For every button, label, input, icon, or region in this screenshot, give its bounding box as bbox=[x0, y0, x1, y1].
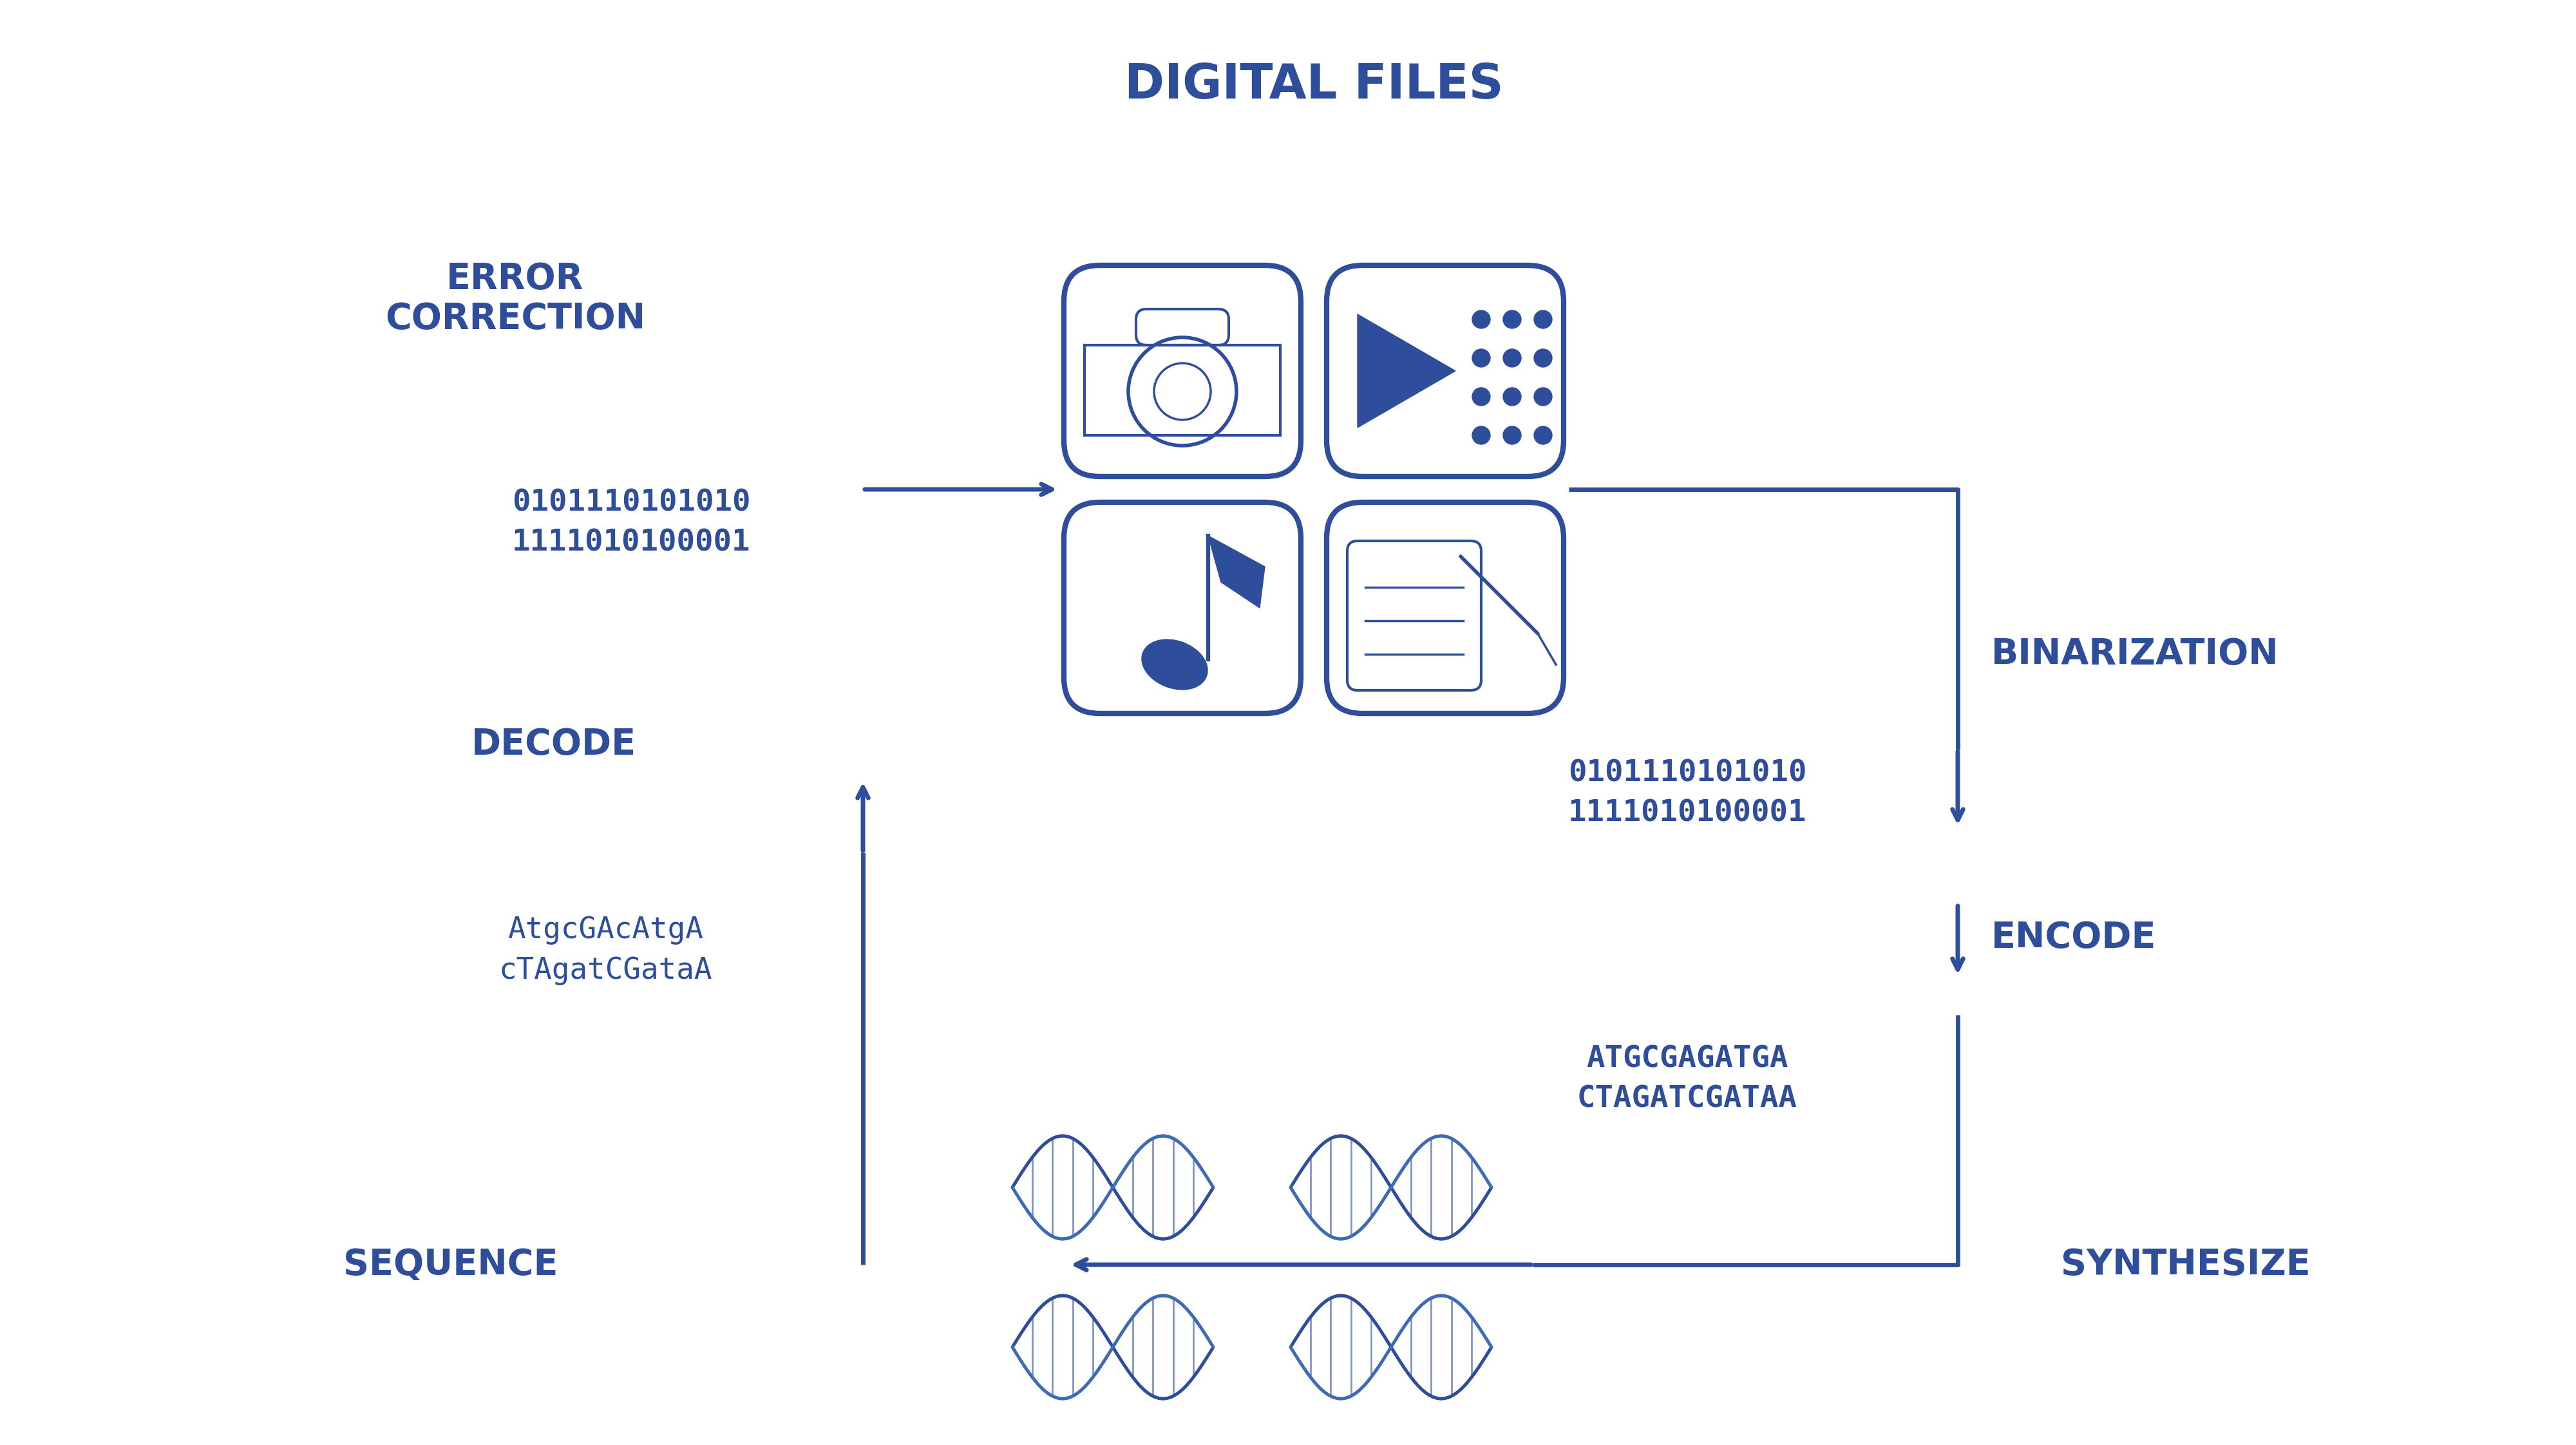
Text: BINARIZATION: BINARIZATION bbox=[1991, 637, 2280, 672]
Circle shape bbox=[1502, 387, 1520, 406]
Circle shape bbox=[1533, 350, 1551, 367]
Circle shape bbox=[1471, 350, 1489, 367]
Text: ATGCGAGATGA
CTAGATCGATAA: ATGCGAGATGA CTAGATCGATAA bbox=[1577, 1045, 1798, 1114]
Circle shape bbox=[1502, 350, 1520, 367]
Circle shape bbox=[1471, 311, 1489, 328]
Circle shape bbox=[1471, 426, 1489, 444]
Circle shape bbox=[1533, 426, 1551, 444]
Polygon shape bbox=[1208, 536, 1265, 608]
Text: 0101110101010
1111010100001: 0101110101010 1111010100001 bbox=[513, 488, 750, 558]
Text: SYNTHESIZE: SYNTHESIZE bbox=[2061, 1247, 2311, 1282]
Text: ENCODE: ENCODE bbox=[1991, 920, 2156, 955]
Circle shape bbox=[1471, 387, 1489, 406]
Text: SEQUENCE: SEQUENCE bbox=[343, 1247, 559, 1282]
Text: ERROR
CORRECTION: ERROR CORRECTION bbox=[384, 262, 647, 337]
Text: DIGITAL FILES: DIGITAL FILES bbox=[1123, 62, 1504, 108]
Text: AtgcGAcAtgA
cTAgatCGataA: AtgcGAcAtgA cTAgatCGataA bbox=[500, 916, 711, 985]
Circle shape bbox=[1502, 426, 1520, 444]
Text: DECODE: DECODE bbox=[471, 727, 636, 762]
Polygon shape bbox=[1358, 314, 1455, 428]
Circle shape bbox=[1502, 311, 1520, 328]
Text: 0101110101010
1111010100001: 0101110101010 1111010100001 bbox=[1569, 759, 1806, 828]
Circle shape bbox=[1533, 311, 1551, 328]
Circle shape bbox=[1533, 387, 1551, 406]
Ellipse shape bbox=[1141, 640, 1208, 689]
